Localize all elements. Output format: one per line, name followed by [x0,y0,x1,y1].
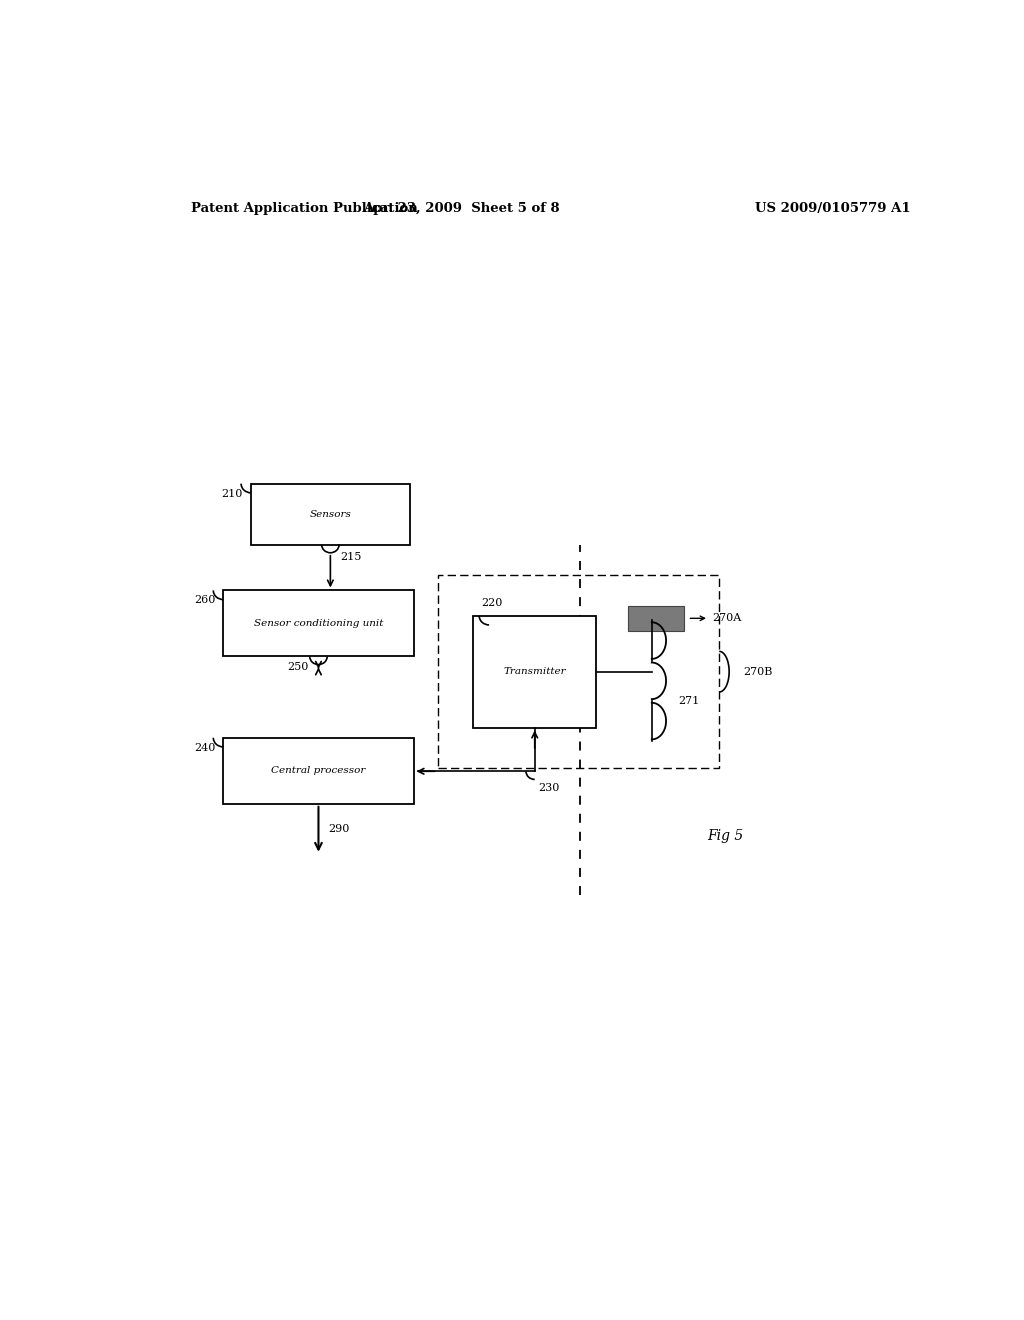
Bar [223,738,414,804]
Bar [251,483,410,545]
Text: 240: 240 [194,743,215,752]
Text: 250: 250 [288,661,309,672]
Text: 215: 215 [340,552,361,562]
Text: Transmitter: Transmitter [504,667,566,676]
Text: 210: 210 [222,488,243,499]
Bar [473,615,596,727]
Text: 271: 271 [678,696,699,706]
Text: Sensor conditioning unit: Sensor conditioning unit [254,619,383,628]
Text: Patent Application Publication: Patent Application Publication [191,202,418,215]
Text: 290: 290 [328,824,349,834]
Text: US 2009/0105779 A1: US 2009/0105779 A1 [755,202,910,215]
Text: Central processor: Central processor [271,767,366,775]
Text: Sensors: Sensors [309,510,351,519]
Text: Fig 5: Fig 5 [708,829,743,843]
Bar [437,576,719,768]
Text: 220: 220 [481,598,503,607]
Text: 270A: 270A [712,614,741,623]
Text: 260: 260 [194,595,215,606]
Text: 230: 230 [539,784,560,793]
Text: Apr. 23, 2009  Sheet 5 of 8: Apr. 23, 2009 Sheet 5 of 8 [362,202,560,215]
Text: 270B: 270B [743,667,772,677]
Bar [628,606,684,631]
Bar [223,590,414,656]
